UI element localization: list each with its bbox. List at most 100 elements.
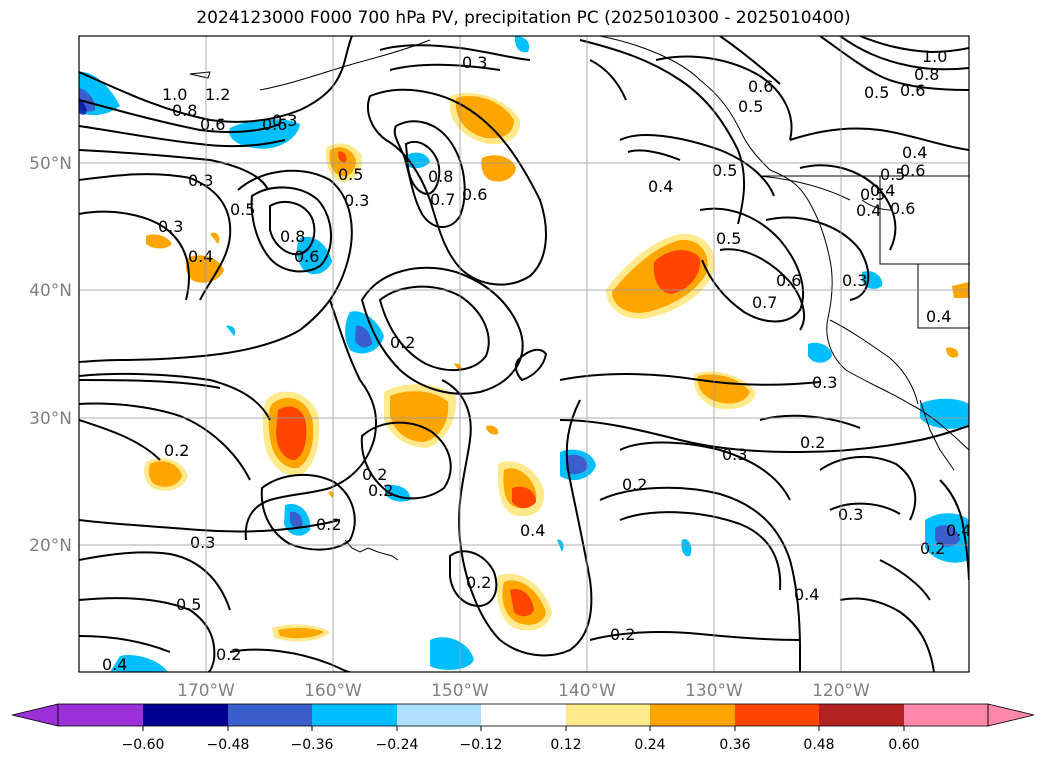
contour-label: 0.2	[800, 433, 825, 452]
contour-label: 0.8	[172, 101, 197, 120]
contour-label: 0.2	[920, 539, 945, 558]
contour-label: 0.6	[262, 115, 287, 134]
colorbar-segment	[397, 704, 481, 726]
contour-label: 0.3	[838, 505, 863, 524]
lon-label: 160°W	[304, 681, 362, 701]
colorbar-segment	[58, 704, 143, 726]
contour-label: 0.6	[776, 271, 801, 290]
contour-label: 0.3	[722, 445, 747, 464]
contour-label: 0.4	[946, 521, 971, 540]
contour-label: 1.2	[205, 85, 230, 104]
positive-anomaly-areas	[144, 93, 969, 642]
contour-label: 0.8	[914, 65, 939, 84]
lon-label: 170°W	[177, 681, 235, 701]
contour-label: 0.3	[812, 373, 837, 392]
lon-label: 150°W	[431, 681, 489, 701]
contour-labels: 0.3 1.2 1.0 0.8 0.6 0.6 0.3 0.5 0.3 0.5 …	[102, 47, 971, 674]
colorbar-extend-low	[11, 703, 59, 727]
contour-label: 0.3	[188, 171, 213, 190]
colorbar-tick-label: 0.60	[888, 737, 919, 753]
contour-label: 0.8	[280, 227, 305, 246]
map-frame	[78, 35, 970, 673]
colorbar-tick-label: −0.60	[122, 737, 165, 753]
contour-label: 0.2	[610, 625, 635, 644]
contour-label: 0.2	[316, 515, 341, 534]
contour-label: 1.0	[162, 85, 187, 104]
gridlines	[79, 36, 969, 672]
contour-label: 0.4	[794, 585, 819, 604]
contour-label: 0.2	[164, 441, 189, 460]
colorbar-tick-label: −0.12	[460, 737, 503, 753]
contour-label: 0.6	[294, 247, 319, 266]
contour-label: 0.5	[864, 83, 889, 102]
pv-contours	[79, 36, 969, 672]
contour-label: 0.5	[860, 185, 885, 204]
contour-label: 0.5	[712, 161, 737, 180]
contour-label: 0.7	[752, 293, 777, 312]
contour-label: 0.2	[622, 475, 647, 494]
contour-label: 0.2	[362, 465, 387, 484]
colorbar-tick-label: −0.24	[376, 737, 419, 753]
contour-label: 0.5	[176, 595, 201, 614]
contour-label: 0.4	[926, 307, 951, 326]
colorbar-tick-label: 0.24	[634, 737, 665, 753]
colorbar: −0.60 −0.48 −0.36 −0.24 −0.12 0.12 0.24 …	[11, 703, 1035, 753]
colorbar-segment	[312, 704, 397, 726]
contour-label: 0.6	[900, 81, 925, 100]
lat-label: 40°N	[29, 281, 72, 301]
colorbar-segment	[143, 704, 228, 726]
colorbar-tick-label: 0.48	[803, 737, 834, 753]
contour-label: 0.2	[390, 333, 415, 352]
coastlines	[189, 36, 969, 561]
contour-label: 0.5	[716, 229, 741, 248]
colorbar-segment	[481, 704, 566, 726]
contour-label: 0.4	[188, 247, 213, 266]
contour-label: 0.3	[842, 271, 867, 290]
colorbar-segment	[735, 704, 819, 726]
lat-label: 30°N	[29, 409, 72, 429]
contour-label: 0.3	[272, 111, 297, 130]
contour-label: 0.8	[428, 167, 453, 186]
contour-label: 0.3	[190, 533, 215, 552]
contour-label: 0.3	[158, 217, 183, 236]
contour-label: 0.4	[870, 181, 895, 200]
contour-label: 0.6	[890, 199, 915, 218]
contour-label: 0.6	[900, 161, 925, 180]
colorbar-tick-label: −0.48	[207, 737, 250, 753]
colorbar-segment	[228, 704, 312, 726]
latitude-labels: 50°N 40°N 30°N 20°N	[29, 154, 72, 556]
contour-label: 0.4	[648, 177, 673, 196]
contour-label: 0.5	[338, 165, 363, 184]
longitude-labels: 170°W 160°W 150°W 140°W 130°W 120°W	[177, 681, 870, 701]
contour-label: 0.6	[748, 77, 773, 96]
colorbar-segment	[650, 704, 735, 726]
colorbar-tick-label: 0.36	[719, 737, 750, 753]
contour-label: 0.3	[462, 53, 487, 72]
contour-label: 0.4	[520, 521, 545, 540]
colorbar-tick-label: 0.12	[550, 737, 581, 753]
contour-label: 0.6	[462, 185, 487, 204]
colorbar-segment	[566, 704, 650, 726]
contour-label: 0.6	[200, 115, 225, 134]
contour-label: 0.4	[102, 655, 127, 674]
colorbar-extend-high	[987, 703, 1035, 727]
lon-label: 120°W	[812, 681, 870, 701]
precip-shading	[79, 36, 969, 672]
figure-title: 2024123000 F000 700 hPa PV, precipitatio…	[196, 8, 851, 28]
colorbar-segment	[904, 704, 988, 726]
contour-label: 0.7	[430, 190, 455, 209]
lat-label: 50°N	[29, 154, 72, 174]
contour-label: 0.4	[856, 201, 881, 220]
contour-label: 0.3	[344, 191, 369, 210]
colorbar-tick-label: −0.36	[291, 737, 334, 753]
contour-label: 1.0	[922, 47, 947, 66]
contour-label: 0.5	[738, 97, 763, 116]
lon-label: 140°W	[558, 681, 616, 701]
contour-label: 0.4	[902, 143, 927, 162]
contour-label: 0.2	[368, 481, 393, 500]
lon-label: 130°W	[685, 681, 743, 701]
lat-label: 20°N	[29, 536, 72, 556]
contour-label: 0.5	[880, 165, 905, 184]
colorbar-segment	[819, 704, 904, 726]
